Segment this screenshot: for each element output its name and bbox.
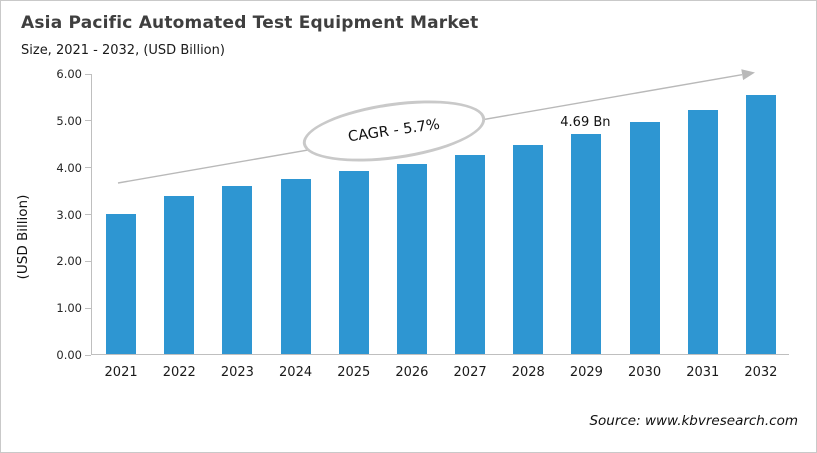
bar-2021 xyxy=(106,213,137,354)
x-label-2026: 2026 xyxy=(395,365,429,380)
y-tick-mark xyxy=(85,260,91,262)
bar-2030 xyxy=(629,121,660,354)
y-tick-mark xyxy=(85,214,91,215)
x-label-2032: 2032 xyxy=(744,365,778,380)
x-label-2029: 2029 xyxy=(569,365,603,380)
value-label-2029: 4.69 Bn xyxy=(560,115,611,131)
bar-2025 xyxy=(338,171,369,354)
bar-2028 xyxy=(513,145,544,354)
y-tick-label: 5.00 xyxy=(56,113,82,128)
x-label-2030: 2030 xyxy=(628,365,662,380)
bar-2026 xyxy=(396,163,427,354)
y-tick-label: 4.00 xyxy=(56,160,82,175)
y-tick-mark xyxy=(85,73,91,75)
x-label-2022: 2022 xyxy=(162,365,196,380)
x-label-2025: 2025 xyxy=(337,365,371,380)
bar-2031 xyxy=(687,109,718,354)
x-label-2021: 2021 xyxy=(104,365,138,380)
source-attribution: Source: www.kbvresearch.com xyxy=(589,413,798,429)
cagr-label: CAGR - 5.7% xyxy=(347,116,441,146)
x-label-2027: 2027 xyxy=(453,365,487,380)
bar-2032 xyxy=(745,95,776,354)
y-tick-label: 3.00 xyxy=(56,207,82,222)
y-axis-title: (USD Billion) xyxy=(15,194,31,280)
chart-title: Asia Pacific Automated Test Equipment Ma… xyxy=(21,13,479,33)
bar-2029 xyxy=(571,134,602,354)
y-tick-mark xyxy=(85,354,91,356)
y-tick-mark xyxy=(85,307,91,309)
x-label-2023: 2023 xyxy=(220,365,254,380)
x-label-2024: 2024 xyxy=(279,365,313,380)
plot-area: 0.00 1.00 2.00 3.00 4.00 5.00 6.00 2021 2022 2023… xyxy=(56,67,789,380)
x-label-2031: 2031 xyxy=(686,365,720,380)
chart-subtitle: Size, 2021 - 2032, (USD Billion) xyxy=(21,43,225,58)
y-tick-mark xyxy=(85,120,91,122)
bar-2023 xyxy=(222,185,253,354)
bar-2022 xyxy=(164,195,195,354)
x-label-2028: 2028 xyxy=(511,365,545,380)
y-tick-label: 6.00 xyxy=(56,67,82,81)
y-tick-label: 1.00 xyxy=(56,301,82,316)
y-tick-label: 0.00 xyxy=(56,348,82,362)
bar-2024 xyxy=(280,178,311,354)
bar-2027 xyxy=(455,155,486,354)
y-tick-mark xyxy=(85,167,91,169)
y-tick-label: 2.00 xyxy=(56,254,82,269)
